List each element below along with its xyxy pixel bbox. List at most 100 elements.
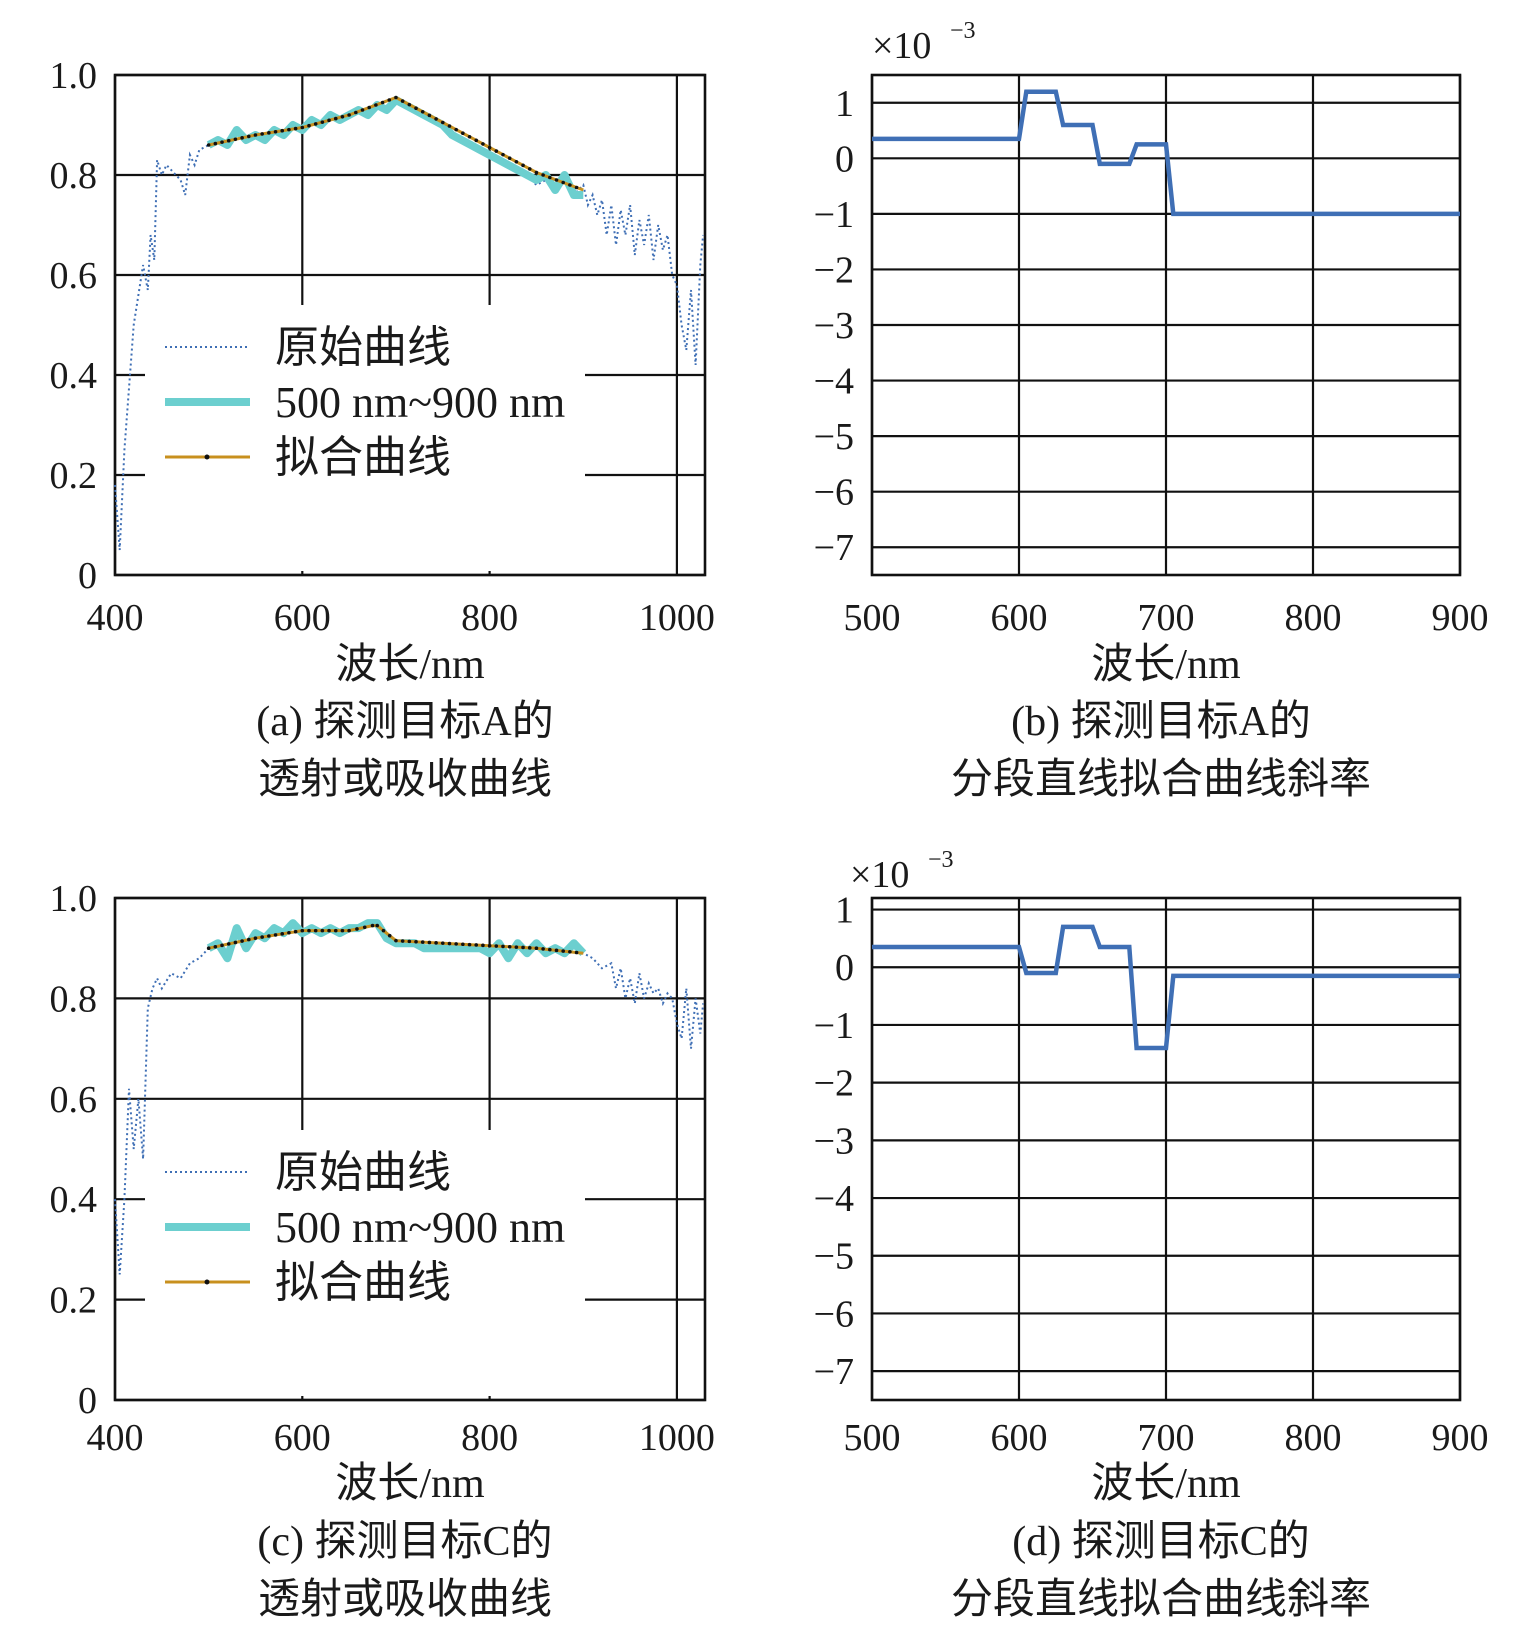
- y-tick-label: −7: [814, 1351, 854, 1393]
- fit-marker: [220, 943, 224, 948]
- fit-marker: [267, 131, 271, 135]
- x-tick-label: 600: [274, 1417, 331, 1459]
- fit-marker: [461, 131, 465, 136]
- fit-marker: [287, 930, 291, 935]
- fit-marker: [461, 942, 465, 947]
- y-multiplier-exp: −3: [950, 18, 976, 44]
- fit-marker: [514, 945, 519, 949]
- fit-marker: [420, 940, 425, 944]
- y-tick-label: 0.2: [50, 1280, 98, 1322]
- x-axis-label: 波长/nm: [1091, 642, 1241, 688]
- caption-line-2: 透射或吸收曲线: [258, 1577, 552, 1623]
- x-axis-label: 波长/nm: [335, 1461, 485, 1507]
- fit-marker: [407, 939, 412, 944]
- fit-marker: [414, 106, 418, 111]
- fit-marker: [340, 928, 345, 933]
- y-tick-label: 0.4: [50, 1179, 98, 1221]
- y-tick-label: −5: [814, 416, 854, 458]
- fit-marker: [534, 170, 539, 175]
- caption-line-1: (d) 探测目标C的: [1012, 1519, 1310, 1565]
- x-tick-label: 700: [1138, 597, 1195, 639]
- y-tick-label: 0: [835, 138, 854, 180]
- fit-marker: [267, 934, 271, 938]
- caption-line-2: 透射或吸收曲线: [258, 757, 552, 803]
- caption-line-2: 分段直线拟合曲线斜率: [951, 756, 1371, 803]
- fit-marker: [420, 109, 425, 114]
- fit-marker: [307, 928, 311, 933]
- fit-marker: [554, 178, 559, 182]
- fit-marker: [273, 129, 278, 134]
- caption-line-1: (b) 探测目标A的: [1011, 699, 1311, 745]
- fit-marker: [347, 113, 351, 117]
- series-line-0: [872, 924, 1460, 1051]
- fit-marker: [313, 928, 318, 933]
- fit-marker: [374, 103, 378, 107]
- x-tick-label: 400: [87, 597, 144, 639]
- fit-marker: [474, 138, 479, 143]
- legend-box: [145, 1130, 585, 1396]
- fit-marker: [501, 944, 505, 949]
- y-tick-label: −5: [814, 1236, 854, 1278]
- series-line-1: [206, 96, 584, 199]
- y-tick-label: 0: [78, 1380, 97, 1422]
- x-tick-label: 1000: [639, 1417, 715, 1459]
- fit-marker: [561, 949, 565, 953]
- fit-marker: [521, 945, 525, 950]
- fit-marker: [440, 120, 445, 125]
- fit-marker: [574, 185, 579, 190]
- fit-marker: [307, 123, 311, 128]
- x-axis-label: 波长/nm: [335, 642, 485, 688]
- y-multiplier: ×10: [850, 854, 909, 896]
- fit-marker: [548, 175, 552, 180]
- legend-label-2: 拟合曲线: [275, 1258, 451, 1307]
- x-tick-label: 800: [1285, 597, 1342, 639]
- fit-marker: [454, 127, 458, 132]
- y-tick-label: −3: [814, 305, 854, 347]
- x-tick-label: 500: [844, 597, 901, 639]
- x-tick-label: 600: [991, 597, 1048, 639]
- fit-marker: [427, 113, 432, 118]
- fit-marker: [494, 944, 499, 948]
- fit-marker: [362, 925, 367, 930]
- fit-marker: [340, 114, 345, 119]
- fit-marker: [507, 944, 512, 949]
- fit-marker: [287, 127, 291, 132]
- y-tick-label: −7: [814, 527, 854, 569]
- series-line-0: [114, 921, 705, 1275]
- fit-marker: [246, 937, 251, 942]
- panel-a: [113, 73, 707, 577]
- fit-marker: [206, 946, 211, 950]
- caption-line-1: (c) 探测目标C的: [257, 1519, 552, 1565]
- x-tick-label: 500: [844, 1417, 901, 1459]
- legend-label-1: 500 nm~900 nm: [275, 1203, 565, 1252]
- fit-marker: [293, 929, 298, 934]
- x-axis-label: 波长/nm: [1091, 1461, 1241, 1507]
- fit-marker: [347, 928, 351, 933]
- caption-line-1: (a) 探测目标A的: [256, 699, 553, 745]
- fit-marker: [320, 120, 325, 124]
- legend-label-0: 原始曲线: [275, 323, 451, 372]
- legend-marker: [204, 454, 210, 460]
- x-tick-label: 600: [991, 1417, 1048, 1459]
- plot-frame: [870, 73, 1462, 577]
- x-tick-label: 1000: [639, 597, 715, 639]
- fit-marker: [333, 116, 338, 121]
- plot-frame: [113, 896, 707, 1402]
- fit-marker: [481, 943, 485, 948]
- y-tick-label: 0.8: [50, 978, 98, 1020]
- fit-marker: [394, 95, 398, 100]
- fit-marker: [534, 946, 539, 950]
- panel-b: [870, 73, 1462, 577]
- fit-marker: [387, 98, 392, 102]
- y-tick-label: 0.8: [50, 155, 98, 197]
- y-tick-label: −4: [814, 361, 854, 403]
- fit-marker: [561, 180, 565, 185]
- legend-box: [145, 305, 585, 571]
- y-tick-label: 1: [835, 890, 854, 932]
- fit-marker: [487, 943, 492, 948]
- series-line-0: [872, 89, 1460, 217]
- fit-marker: [394, 938, 398, 943]
- fit-marker: [246, 134, 251, 139]
- fit-marker: [240, 939, 244, 943]
- fit-marker: [300, 928, 305, 933]
